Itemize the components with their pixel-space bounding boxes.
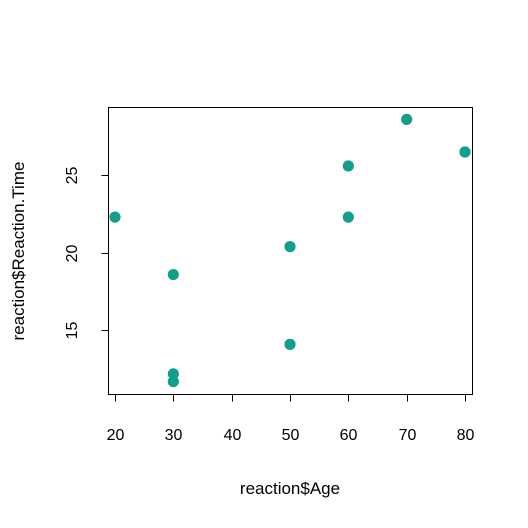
data-point [401,113,413,126]
x-tick-label: 20 [107,427,125,444]
data-point [109,211,121,223]
y-tick-label: 20 [64,245,81,263]
x-axis-title: reaction$Age [240,479,340,498]
points-layer [109,113,471,388]
data-point [284,241,296,253]
x-axis: 20 30 40 50 60 70 80 [107,394,475,444]
x-tick-label: 40 [224,427,242,444]
data-point [284,338,296,350]
y-axis: 15 20 25 [64,167,109,340]
y-tick-label: 25 [64,167,81,185]
x-tick-label: 80 [457,427,475,444]
data-point [167,375,179,388]
data-point [459,146,471,158]
data-point [342,160,354,172]
x-tick-label: 70 [399,427,417,444]
data-point [342,211,354,223]
x-tick-label: 50 [282,427,300,444]
x-tick-label: 60 [340,427,358,444]
y-tick-label: 15 [64,322,81,340]
x-tick-label: 30 [165,427,183,444]
data-point [167,268,179,281]
y-axis-title: reaction$Reaction.Time [9,162,28,341]
